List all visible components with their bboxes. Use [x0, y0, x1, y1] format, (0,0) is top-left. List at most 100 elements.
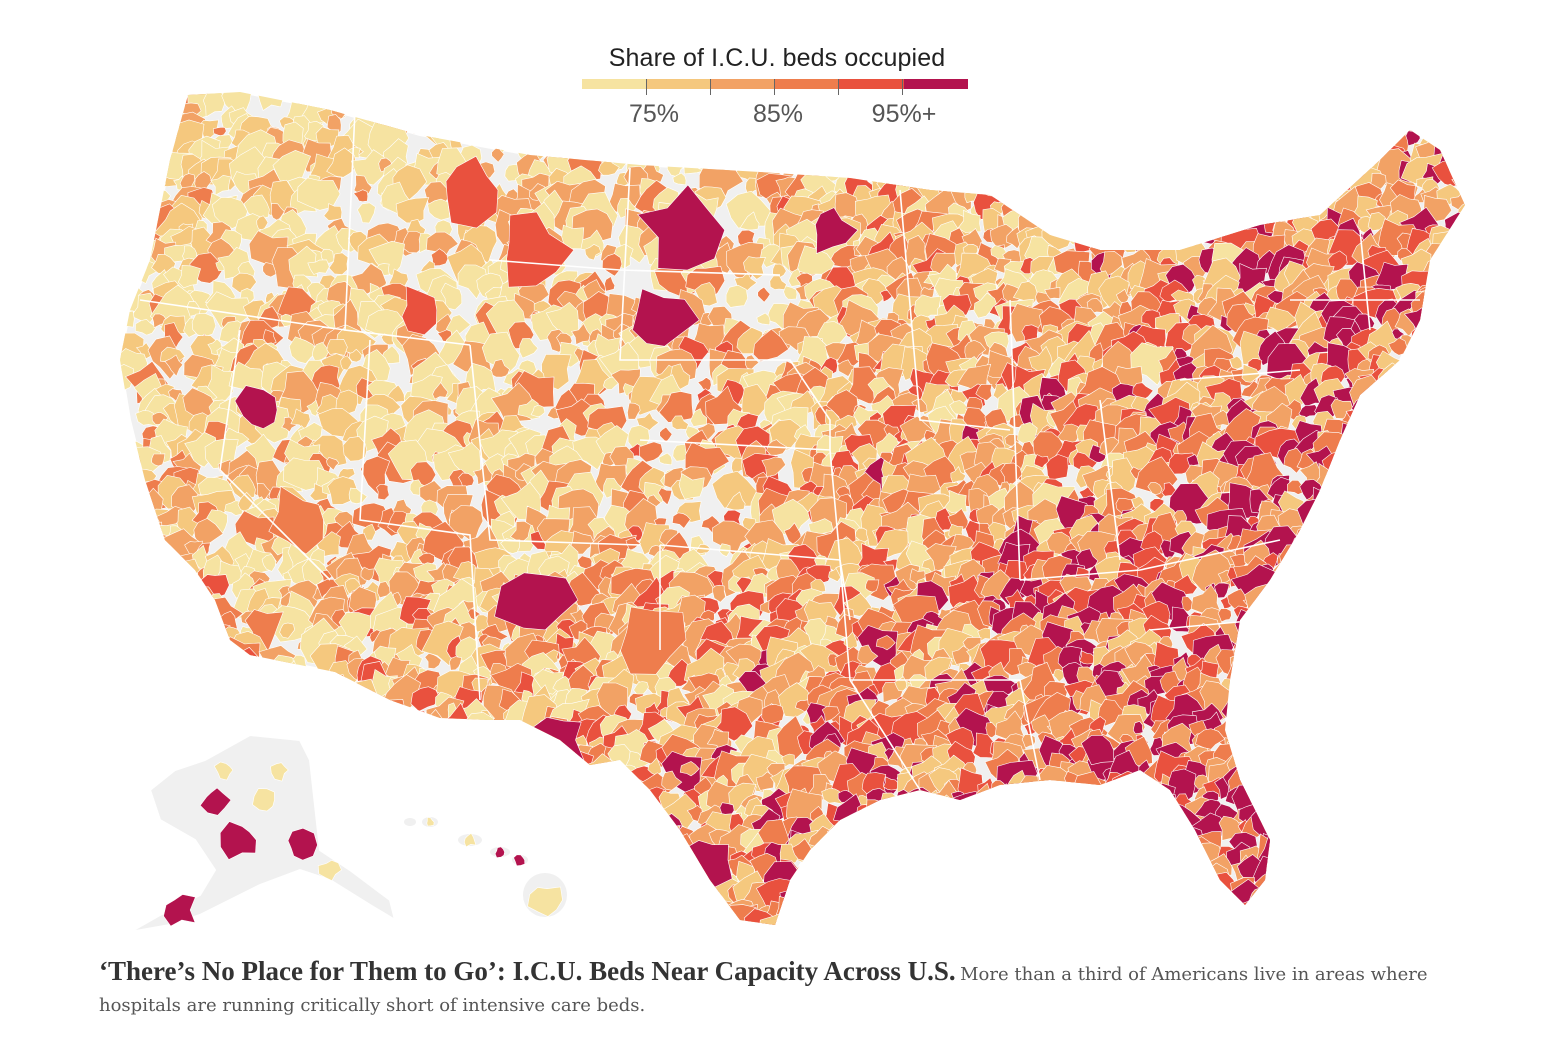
- hospital-region: [1315, 789, 1346, 814]
- legend-tick: [710, 79, 711, 95]
- hospital-region: [1423, 637, 1460, 685]
- hospital-region: [954, 805, 977, 825]
- hospital-region: [459, 92, 485, 116]
- hospital-region: [1046, 824, 1068, 840]
- hospital-region: [1372, 133, 1389, 150]
- hospital-region: [486, 865, 502, 884]
- hospital-region: [1363, 518, 1390, 546]
- hospital-region: [471, 908, 503, 925]
- hospital-region: [1357, 665, 1373, 681]
- hospital-region: [494, 742, 519, 767]
- hospital-region: [1287, 100, 1306, 118]
- hospital-region: [1303, 623, 1342, 667]
- hospital-region: [1302, 588, 1342, 623]
- hospital-region: [1034, 136, 1052, 153]
- hospital-region: [343, 754, 382, 785]
- hospital-region: [898, 851, 913, 870]
- hospital-region: [1399, 96, 1444, 137]
- hospital-region: [1075, 923, 1094, 925]
- hospital-region: [1247, 915, 1285, 925]
- hospital-region: [1375, 908, 1391, 923]
- hospital-region: [1113, 913, 1137, 925]
- hospital-region: [1289, 607, 1323, 638]
- hospital-region: [1346, 594, 1362, 609]
- hospital-region: [555, 910, 577, 925]
- hospital-region: [122, 579, 144, 596]
- hospital-region: [1285, 870, 1323, 910]
- hospital-region: [642, 809, 660, 827]
- legend-tick: [774, 79, 775, 95]
- hospital-region: [987, 125, 1010, 150]
- hospital-region: [526, 788, 545, 809]
- hospital-region: [1030, 862, 1050, 883]
- hospital-region: [871, 868, 903, 903]
- hospital-region: [1392, 508, 1423, 544]
- hospital-region: [1093, 225, 1116, 248]
- hospital-region: [562, 775, 577, 794]
- hospital-region: [1441, 355, 1460, 375]
- hospital-region: [995, 828, 1028, 861]
- hospital-region: [846, 904, 877, 925]
- hospital-region: [1182, 172, 1211, 195]
- hospital-region: [1391, 852, 1413, 879]
- hospital-region: [923, 794, 962, 835]
- hospital-region: [978, 92, 997, 107]
- hospital-region: [400, 808, 433, 849]
- hospital-region: [1323, 92, 1344, 110]
- hospital-region: [1167, 883, 1194, 909]
- hospital-region: [472, 806, 491, 828]
- hospital-region: [177, 265, 201, 289]
- hospital-region: [1333, 868, 1362, 894]
- hospital-region: [865, 901, 884, 920]
- hospital-region: [1387, 423, 1416, 450]
- hospital-region: [328, 252, 349, 275]
- hospital-region: [1357, 757, 1399, 800]
- hospital-region: [973, 169, 1002, 193]
- hospital-region: [876, 816, 895, 837]
- hospital-region: [1408, 439, 1433, 463]
- hospital-region: [416, 830, 437, 851]
- hospital-region: [1331, 736, 1352, 758]
- hospital-region: [1176, 181, 1193, 195]
- hospital-region: [1388, 816, 1429, 854]
- hospital-region: [1289, 108, 1309, 134]
- hospital-region: [1082, 141, 1106, 165]
- hospital-region: [1267, 92, 1299, 110]
- hospital-region: [1329, 608, 1345, 623]
- hospital-region: [1160, 136, 1192, 171]
- hospital-region: [1412, 844, 1441, 874]
- hospital-region: [1148, 92, 1182, 128]
- hospital-region: [1425, 778, 1443, 795]
- hospital-region: [864, 843, 883, 859]
- hospital-region: [862, 916, 891, 925]
- hospital-region: [128, 728, 169, 762]
- hospital-region: [1384, 415, 1411, 437]
- hospital-region: [1422, 628, 1453, 658]
- hospital-region: [983, 137, 1000, 151]
- hospital-region: [937, 860, 953, 875]
- hospital-region: [1056, 815, 1086, 842]
- hospital-region: [1410, 876, 1426, 890]
- hospital-region: [571, 873, 592, 897]
- hospital-region: [1350, 544, 1383, 574]
- hospital-region: [355, 840, 394, 872]
- hospital-region: [671, 885, 706, 917]
- hospital-region: [275, 906, 296, 923]
- hospital-region: [1273, 871, 1298, 897]
- hospital-region: [1409, 850, 1435, 879]
- hospital-region: [1375, 459, 1402, 489]
- hospital-region: [649, 844, 684, 885]
- hospital-region: [1303, 690, 1317, 707]
- hospital-region: [1021, 151, 1045, 184]
- hospital-region: [121, 160, 146, 186]
- hospital-region: [1442, 590, 1465, 612]
- hospital-region: [1070, 124, 1095, 150]
- hospital-region: [168, 721, 184, 741]
- hospital-region: [443, 769, 458, 781]
- hospital-region: [1167, 92, 1206, 120]
- hospital-region: [1455, 793, 1465, 814]
- hospital-region: [969, 819, 1010, 854]
- hospital-region: [1139, 92, 1177, 128]
- hospital-region: [843, 866, 866, 892]
- color-legend: Share of I.C.U. beds occupied 75% 85% 95…: [582, 42, 972, 132]
